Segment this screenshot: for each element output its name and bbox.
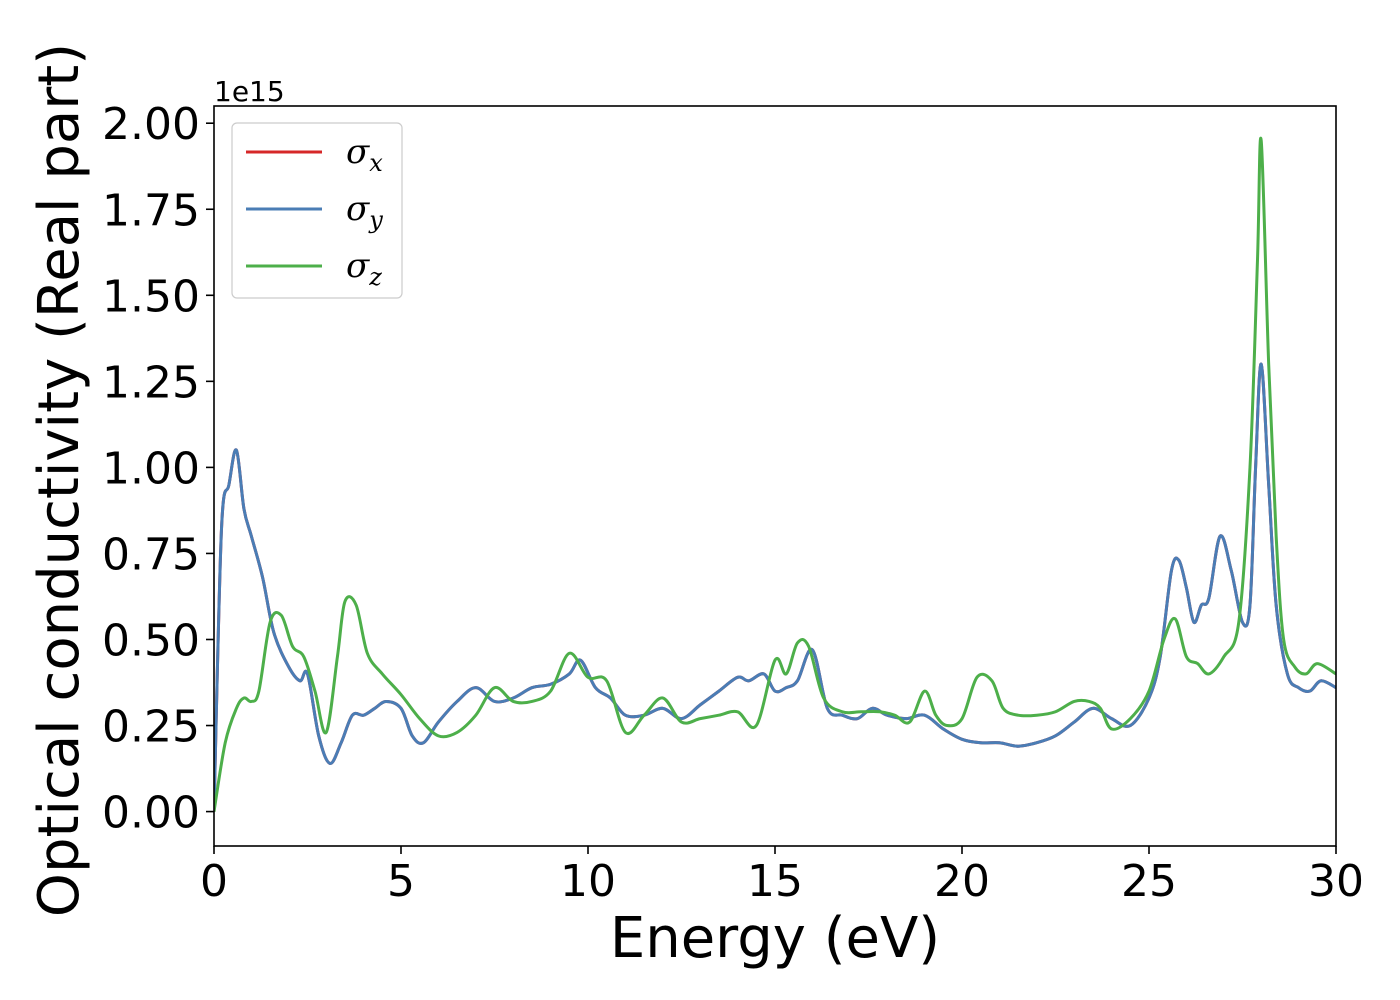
ticks-layer: 0 5 10 15 20 25 30 0.00 0.25 0.50 0.75 1.00 1.25 1.50…: [102, 99, 1364, 907]
legend: σx σy σz: [231, 122, 403, 299]
x-tick-label: 5: [387, 856, 415, 907]
y-tick-label: 1.25: [102, 357, 200, 408]
y-tick-label: 0.25: [102, 702, 200, 753]
x-axis-title: Energy (eV): [610, 906, 940, 971]
y-tick-label: 1.75: [102, 185, 200, 236]
x-tick-label: 30: [1308, 856, 1364, 907]
x-tick-label: 25: [1121, 856, 1177, 907]
y-tick-label: 0.50: [102, 615, 200, 666]
legend-label: σy: [346, 189, 383, 234]
legend-entry-sigma-x: σx: [246, 132, 383, 177]
legend-entry-sigma-z: σz: [246, 246, 382, 291]
x-tick-label: 20: [934, 856, 990, 907]
series-line-sigma-y: [214, 362, 1336, 812]
legend-label: σz: [346, 246, 382, 291]
y-offset-label: 1e15: [214, 75, 285, 108]
x-tick-label: 15: [747, 856, 803, 907]
y-tick-label: 0.75: [102, 529, 200, 580]
series-layer: [214, 136, 1336, 812]
y-tick-label: 1.50: [102, 271, 200, 322]
series-line-sigma-z: [214, 136, 1336, 812]
x-tick-label: 10: [560, 856, 616, 907]
legend-entry-sigma-y: σy: [246, 189, 383, 234]
y-tick-label: 2.00: [102, 99, 200, 150]
y-tick-label: 1.00: [102, 443, 200, 494]
y-axis-title: Optical conductivity (Real part): [27, 43, 92, 917]
y-tick-label: 0.00: [102, 788, 200, 839]
legend-label: σx: [346, 132, 383, 177]
x-tick-label: 0: [200, 856, 228, 907]
